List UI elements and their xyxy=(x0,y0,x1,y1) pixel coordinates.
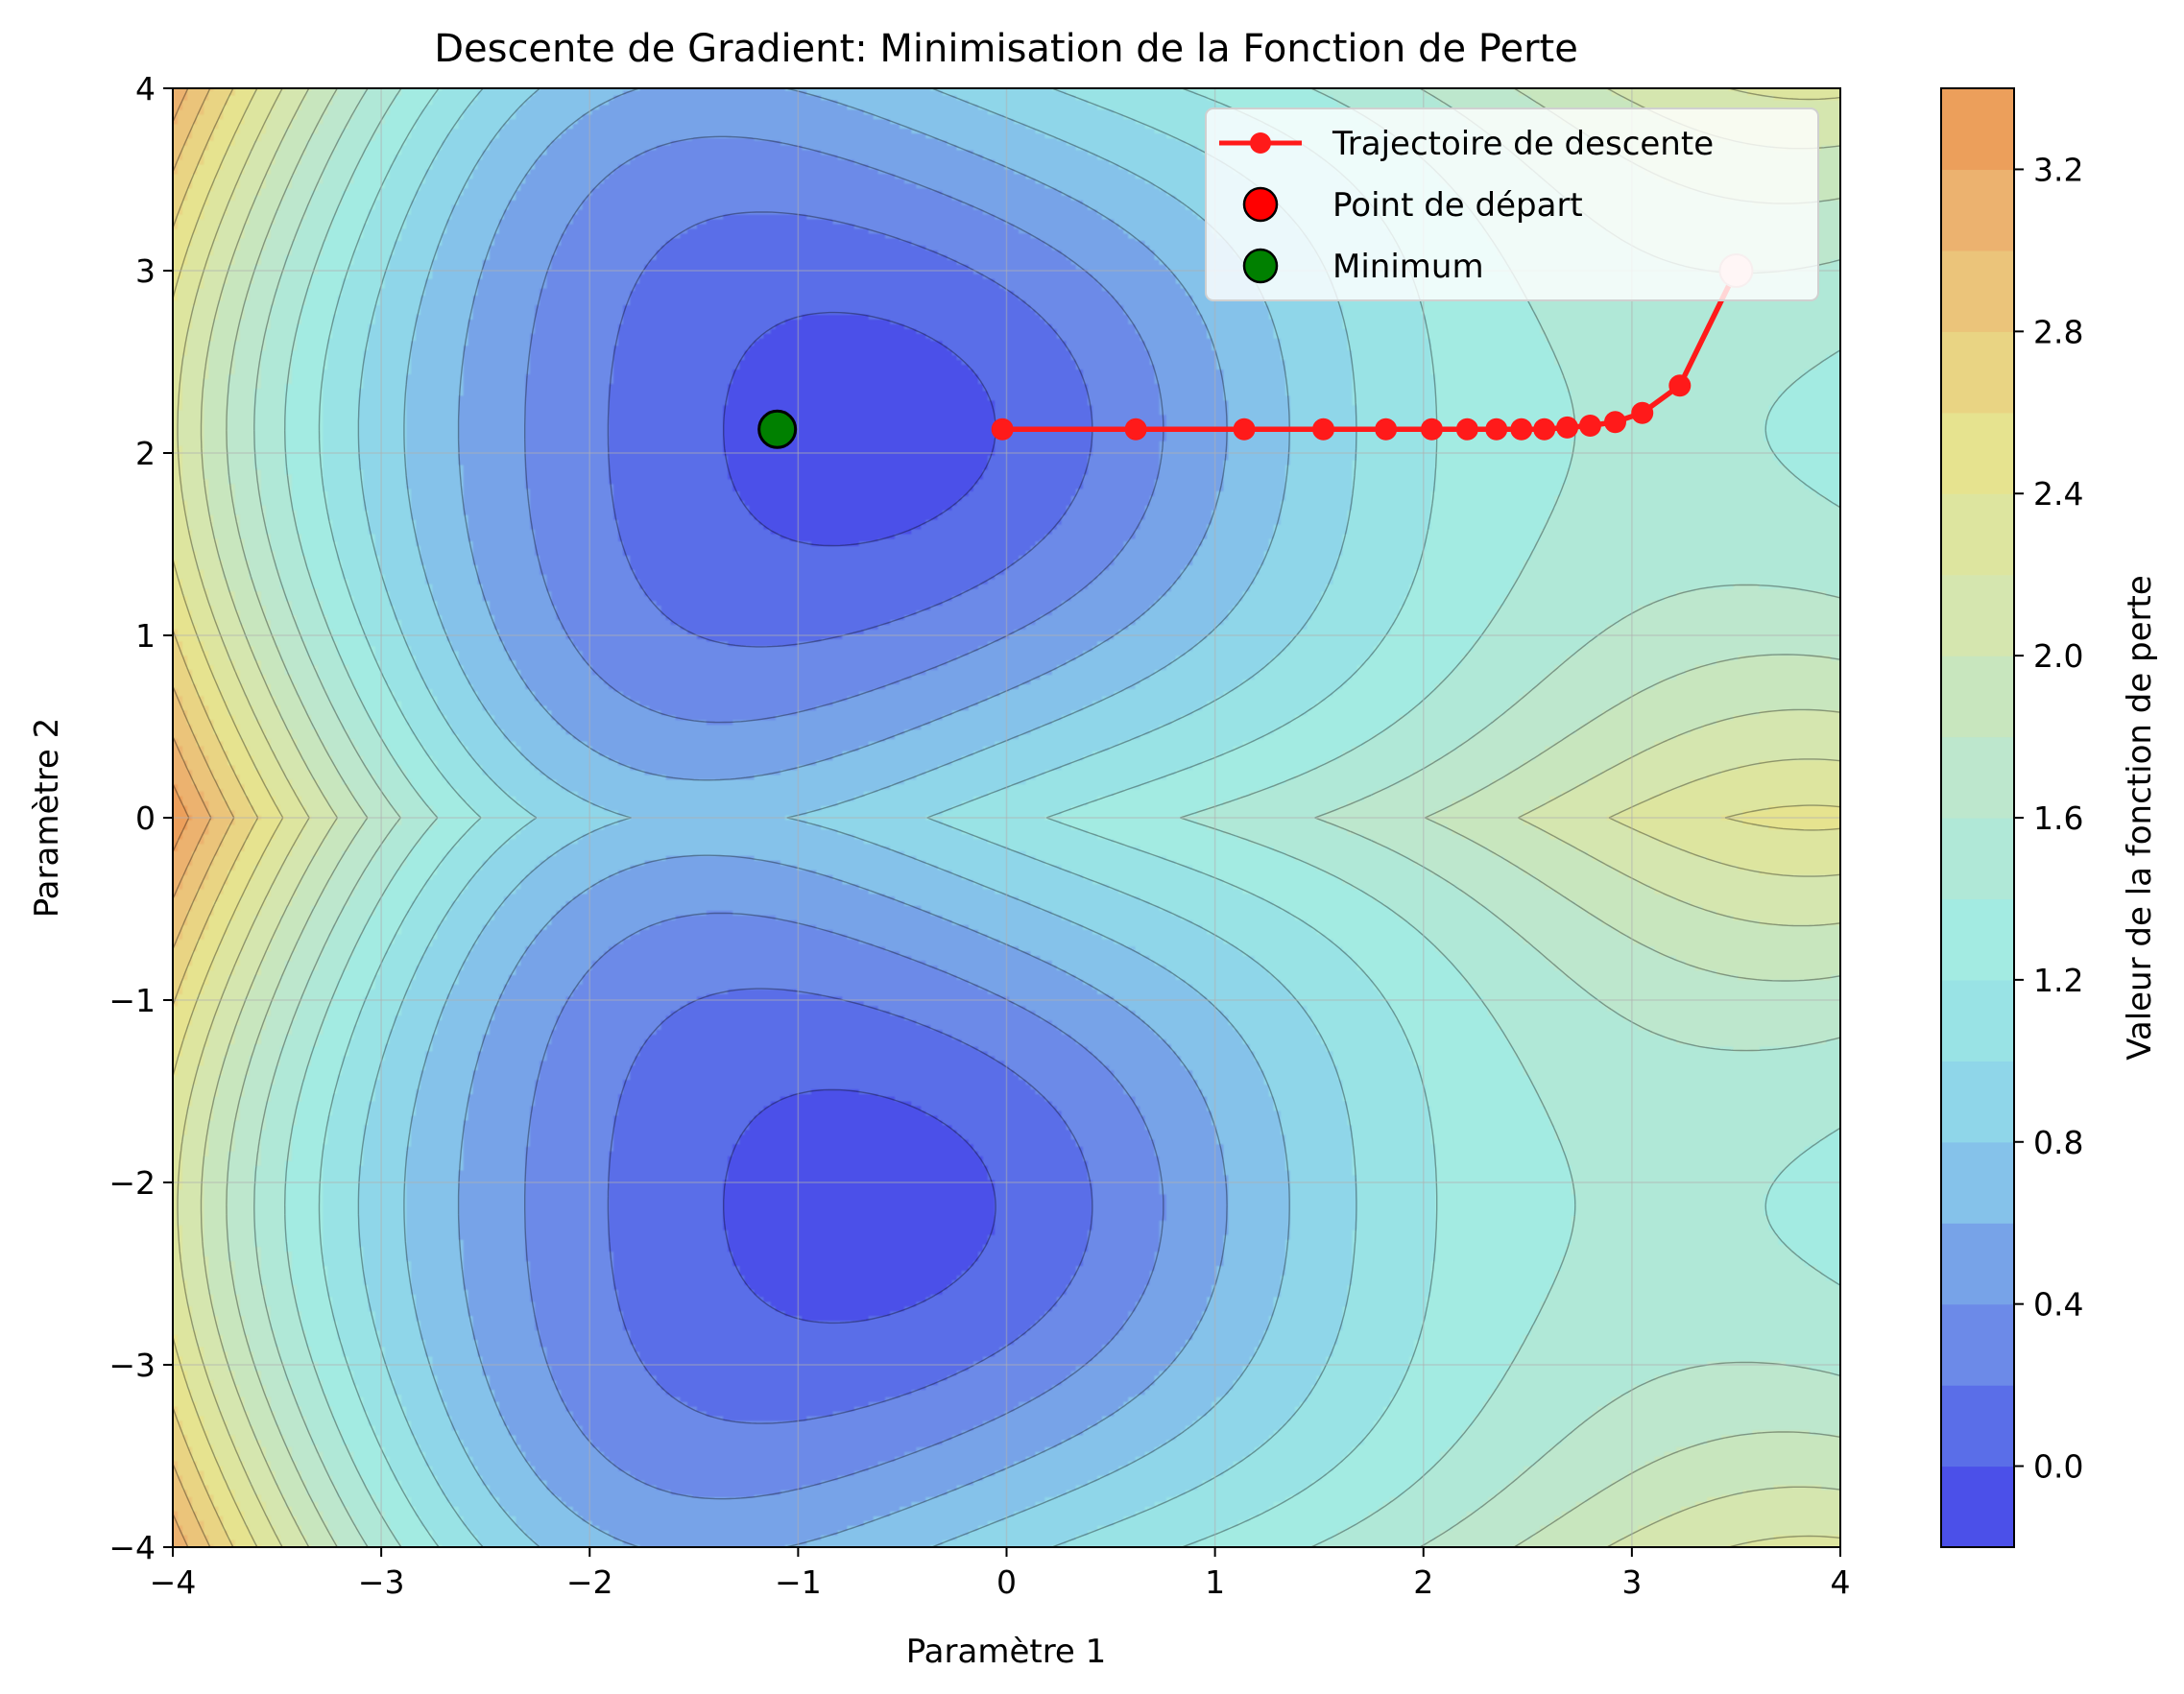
contour-line xyxy=(284,88,1840,1547)
contour-line xyxy=(723,311,996,1324)
trajectory-point xyxy=(1312,418,1335,441)
colorbar-tick-label: 0.8 xyxy=(2033,1124,2083,1161)
colorbar-band xyxy=(1941,88,2014,171)
colorbar-band xyxy=(1941,1385,2014,1467)
y-axis-title: Paramètre 2 xyxy=(28,718,66,919)
y-tick-label: −4 xyxy=(108,1529,156,1566)
x-tick-label: −4 xyxy=(150,1563,197,1601)
colorbar-band xyxy=(1941,1223,2014,1305)
y-tick-label: 2 xyxy=(135,435,156,472)
x-tick-label: 0 xyxy=(996,1563,1017,1601)
legend-label-minimum: Minimum xyxy=(1332,248,1484,286)
colorbar-band xyxy=(1941,493,2014,576)
colorbar-band xyxy=(1941,979,2014,1062)
colorbar-ticks: 0.0 0.4 0.8 1.2 1.6 2.0 2.4 2.8 3.2 xyxy=(2014,151,2083,1486)
legend-box xyxy=(1205,107,1819,301)
y-tick-label: 3 xyxy=(135,252,156,290)
colorbar-band xyxy=(1941,1303,2014,1386)
trajectory-point xyxy=(1533,418,1556,441)
y-tick-label: −2 xyxy=(108,1164,156,1202)
x-axis-title: Paramètre 1 xyxy=(906,1633,1107,1671)
trajectory-line xyxy=(1002,269,1739,433)
colorbar-label: Valeur de la fonction de perte xyxy=(2121,575,2159,1061)
legend-minimum-marker xyxy=(1242,248,1279,284)
trajectory-point xyxy=(1233,418,1256,441)
chart-title: Descente de Gradient: Minimisation de la… xyxy=(434,27,1578,71)
contour-line xyxy=(403,88,1290,1547)
x-tick-label: 3 xyxy=(1621,1563,1642,1601)
y-tick-label: 1 xyxy=(135,617,156,655)
colorbar-bands xyxy=(1941,88,2014,1548)
contour-line xyxy=(253,88,1840,1547)
y-tick-label: −3 xyxy=(108,1347,156,1384)
plot-area xyxy=(172,87,1841,1548)
trajectory-point xyxy=(1604,411,1627,434)
contour-line xyxy=(173,88,212,1547)
contour-line xyxy=(457,88,1228,1547)
colorbar-tick-label: 3.2 xyxy=(2033,151,2083,188)
colorbar-tick-label: 0.4 xyxy=(2033,1286,2083,1324)
colorbar-band xyxy=(1941,574,2014,656)
x-tick-label: −2 xyxy=(566,1563,613,1601)
colorbar-band xyxy=(1941,169,2014,251)
y-tick-label: 4 xyxy=(135,70,156,107)
y-tick-label: 0 xyxy=(135,799,156,837)
trajectory-point xyxy=(1510,418,1533,441)
contour-lines xyxy=(173,88,1840,1547)
legend: Trajectoire de descente Point de départ … xyxy=(1205,107,1819,301)
colorbar-band xyxy=(1941,1061,2014,1143)
y-axis: −4 −3 −2 −1 0 1 2 3 4 xyxy=(108,70,173,1566)
trajectory-point xyxy=(1485,418,1508,441)
legend-label-trajectory: Trajectoire de descente xyxy=(1332,125,1714,163)
colorbar-band xyxy=(1941,736,2014,819)
x-tick-label: 2 xyxy=(1413,1563,1433,1601)
colorbar-tick-label: 2.4 xyxy=(2033,475,2083,513)
colorbar-band xyxy=(1941,412,2014,494)
trajectory-point xyxy=(1375,418,1398,441)
trajectory-point xyxy=(1124,418,1147,441)
x-tick-label: 4 xyxy=(1831,1563,1851,1601)
contour-line xyxy=(607,211,1093,1424)
colorbar-band xyxy=(1941,1466,2014,1548)
trajectory-point xyxy=(991,418,1014,441)
x-tick-label: −3 xyxy=(358,1563,405,1601)
trajectory-point xyxy=(1455,418,1478,441)
legend-start-marker xyxy=(1242,186,1279,223)
colorbar-band xyxy=(1941,250,2014,332)
trajectory-point xyxy=(1578,415,1601,437)
trajectory-point xyxy=(1631,401,1654,424)
contour-line xyxy=(524,135,1164,1500)
trajectory-point xyxy=(1420,418,1443,441)
minimum-point xyxy=(757,409,798,449)
colorbar-band xyxy=(1941,656,2014,738)
colorbar-tick-label: 2.8 xyxy=(2033,313,2083,350)
trajectory-point xyxy=(1556,416,1579,439)
x-tick-label: 1 xyxy=(1205,1563,1225,1601)
colorbar-band xyxy=(1941,331,2014,414)
colorbar-tick-label: 2.0 xyxy=(2033,637,2083,675)
contour-line xyxy=(173,88,1840,1547)
contour-line xyxy=(173,88,235,1547)
colorbar-band xyxy=(1941,898,2014,981)
y-tick-label: −1 xyxy=(108,982,156,1019)
contour-line xyxy=(173,88,259,1547)
colorbar: 0.0 0.4 0.8 1.2 1.6 2.0 2.4 2.8 3.2 Valeur de la… xyxy=(1940,87,2159,1548)
x-axis: −4 −3 −2 −1 0 1 2 3 4 xyxy=(150,1547,1851,1601)
legend-label-start: Point de départ xyxy=(1332,186,1583,225)
contour-line xyxy=(177,88,1840,1547)
colorbar-tick-label: 1.2 xyxy=(2033,962,2083,999)
colorbar-tick-label: 0.0 xyxy=(2033,1448,2083,1486)
legend-line-marker xyxy=(1250,132,1271,154)
colorbar-band xyxy=(1941,1141,2014,1224)
colorbar-band xyxy=(1941,818,2014,900)
trajectory-point xyxy=(1668,374,1692,397)
x-tick-label: −1 xyxy=(775,1563,822,1601)
colorbar-tick-label: 1.6 xyxy=(2033,799,2083,837)
